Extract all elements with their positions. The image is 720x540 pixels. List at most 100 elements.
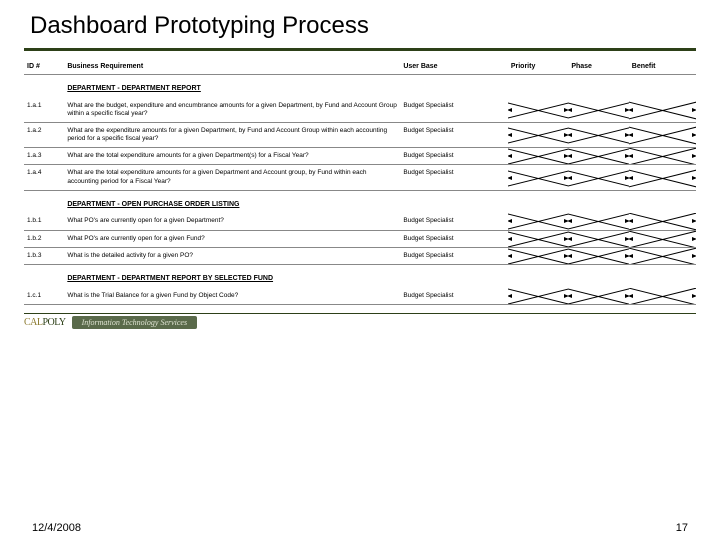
cell-req: What are the budget, expenditure and enc… bbox=[64, 98, 400, 123]
cross-lines-icon bbox=[508, 213, 568, 229]
cross-lines-icon bbox=[568, 148, 628, 164]
arrow-left-icon bbox=[629, 133, 633, 137]
col-req: Business Requirement bbox=[64, 59, 400, 75]
arrow-left-icon bbox=[568, 219, 572, 223]
decor-cell bbox=[508, 288, 568, 305]
cross-lines-icon bbox=[568, 288, 628, 304]
cross-lines-icon bbox=[508, 123, 568, 147]
section-heading: DEPARTMENT - OPEN PURCHASE ORDER LISTING bbox=[64, 190, 696, 213]
decor-cell bbox=[629, 148, 696, 165]
cell-req: What are the expenditure amounts for a g… bbox=[64, 123, 400, 148]
arrow-right-icon bbox=[692, 108, 696, 112]
arrow-right-icon bbox=[692, 219, 696, 223]
section-heading-row: DEPARTMENT - DEPARTMENT REPORT BY SELECT… bbox=[24, 264, 696, 287]
cell-user: Budget Specialist bbox=[400, 165, 508, 190]
cross-lines-icon bbox=[629, 231, 696, 247]
table-row: 1.c.1What is the Trial Balance for a giv… bbox=[24, 288, 696, 305]
decor-cell bbox=[508, 123, 568, 148]
logo-poly: POLY bbox=[43, 317, 66, 328]
table-header-row: ID # Business Requirement User Base Prio… bbox=[24, 59, 696, 75]
cross-lines-icon bbox=[508, 148, 568, 164]
decor-cell bbox=[508, 165, 568, 190]
its-logo: Information Technology Services bbox=[72, 316, 197, 329]
col-benefit: Benefit bbox=[629, 59, 696, 75]
cell-id: 1.a.4 bbox=[24, 165, 64, 190]
cross-lines-icon bbox=[508, 248, 568, 264]
arrow-left-icon bbox=[508, 254, 512, 258]
cross-lines-icon bbox=[629, 213, 696, 229]
cell-user: Budget Specialist bbox=[400, 288, 508, 305]
decor-cell bbox=[568, 123, 628, 148]
footer-date: 12/4/2008 bbox=[32, 522, 81, 534]
arrow-left-icon bbox=[508, 237, 512, 241]
col-id: ID # bbox=[24, 59, 64, 75]
cell-id: 1.b.2 bbox=[24, 230, 64, 247]
cell-req: What is the Trial Balance for a given Fu… bbox=[64, 288, 400, 305]
cell-user: Budget Specialist bbox=[400, 213, 508, 230]
arrow-right-icon bbox=[692, 154, 696, 158]
section-heading: DEPARTMENT - DEPARTMENT REPORT bbox=[64, 75, 696, 98]
arrow-left-icon bbox=[508, 133, 512, 137]
arrow-left-icon bbox=[568, 237, 572, 241]
cross-lines-icon bbox=[508, 288, 568, 304]
arrow-left-icon bbox=[568, 294, 572, 298]
arrow-left-icon bbox=[568, 108, 572, 112]
arrow-left-icon bbox=[568, 254, 572, 258]
cross-lines-icon bbox=[568, 213, 628, 229]
cross-lines-icon bbox=[568, 165, 628, 189]
arrow-left-icon bbox=[629, 219, 633, 223]
cell-req: What PO's are currently open for a given… bbox=[64, 230, 400, 247]
arrow-right-icon bbox=[692, 176, 696, 180]
cell-user: Budget Specialist bbox=[400, 123, 508, 148]
cell-req: What PO's are currently open for a given… bbox=[64, 213, 400, 230]
arrow-left-icon bbox=[629, 254, 633, 258]
cell-id: 1.a.1 bbox=[24, 98, 64, 123]
cross-lines-icon bbox=[629, 248, 696, 264]
cell-id: 1.a.2 bbox=[24, 123, 64, 148]
arrow-left-icon bbox=[629, 108, 633, 112]
arrow-left-icon bbox=[629, 237, 633, 241]
col-user: User Base bbox=[400, 59, 508, 75]
decor-cell bbox=[568, 288, 628, 305]
cross-lines-icon bbox=[629, 98, 696, 122]
cross-lines-icon bbox=[508, 231, 568, 247]
table-content: ID # Business Requirement User Base Prio… bbox=[0, 51, 720, 305]
cell-user: Budget Specialist bbox=[400, 98, 508, 123]
arrow-left-icon bbox=[508, 108, 512, 112]
cell-id: 1.b.3 bbox=[24, 247, 64, 264]
col-priority: Priority bbox=[508, 59, 568, 75]
arrow-left-icon bbox=[629, 176, 633, 180]
cross-lines-icon bbox=[629, 288, 696, 304]
cross-lines-icon bbox=[508, 98, 568, 122]
cross-lines-icon bbox=[568, 248, 628, 264]
cross-lines-icon bbox=[508, 165, 568, 189]
table-row: 1.b.2What PO's are currently open for a … bbox=[24, 230, 696, 247]
arrow-left-icon bbox=[629, 154, 633, 158]
arrow-left-icon bbox=[508, 176, 512, 180]
decor-cell bbox=[508, 98, 568, 123]
section-heading-row: DEPARTMENT - DEPARTMENT REPORT bbox=[24, 75, 696, 98]
arrow-right-icon bbox=[692, 254, 696, 258]
decor-cell bbox=[508, 230, 568, 247]
cell-id: 1.a.3 bbox=[24, 148, 64, 165]
calpoly-logo: CALPOLY bbox=[24, 317, 66, 328]
cell-id: 1.b.1 bbox=[24, 213, 64, 230]
cell-user: Budget Specialist bbox=[400, 230, 508, 247]
table-row: 1.a.3What are the total expenditure amou… bbox=[24, 148, 696, 165]
arrow-left-icon bbox=[568, 176, 572, 180]
requirements-table: ID # Business Requirement User Base Prio… bbox=[24, 59, 696, 305]
decor-cell bbox=[629, 247, 696, 264]
footer-page: 17 bbox=[676, 522, 688, 534]
decor-cell bbox=[629, 98, 696, 123]
cell-req: What are the total expenditure amounts f… bbox=[64, 165, 400, 190]
logo-bar: CALPOLY Information Technology Services bbox=[0, 314, 720, 329]
table-row: 1.a.2What are the expenditure amounts fo… bbox=[24, 123, 696, 148]
decor-cell bbox=[568, 247, 628, 264]
cross-lines-icon bbox=[629, 148, 696, 164]
arrow-right-icon bbox=[692, 294, 696, 298]
arrow-left-icon bbox=[629, 294, 633, 298]
table-row: 1.b.1What PO's are currently open for a … bbox=[24, 213, 696, 230]
decor-cell bbox=[508, 247, 568, 264]
decor-cell bbox=[568, 230, 628, 247]
cell-req: What are the total expenditure amounts f… bbox=[64, 148, 400, 165]
